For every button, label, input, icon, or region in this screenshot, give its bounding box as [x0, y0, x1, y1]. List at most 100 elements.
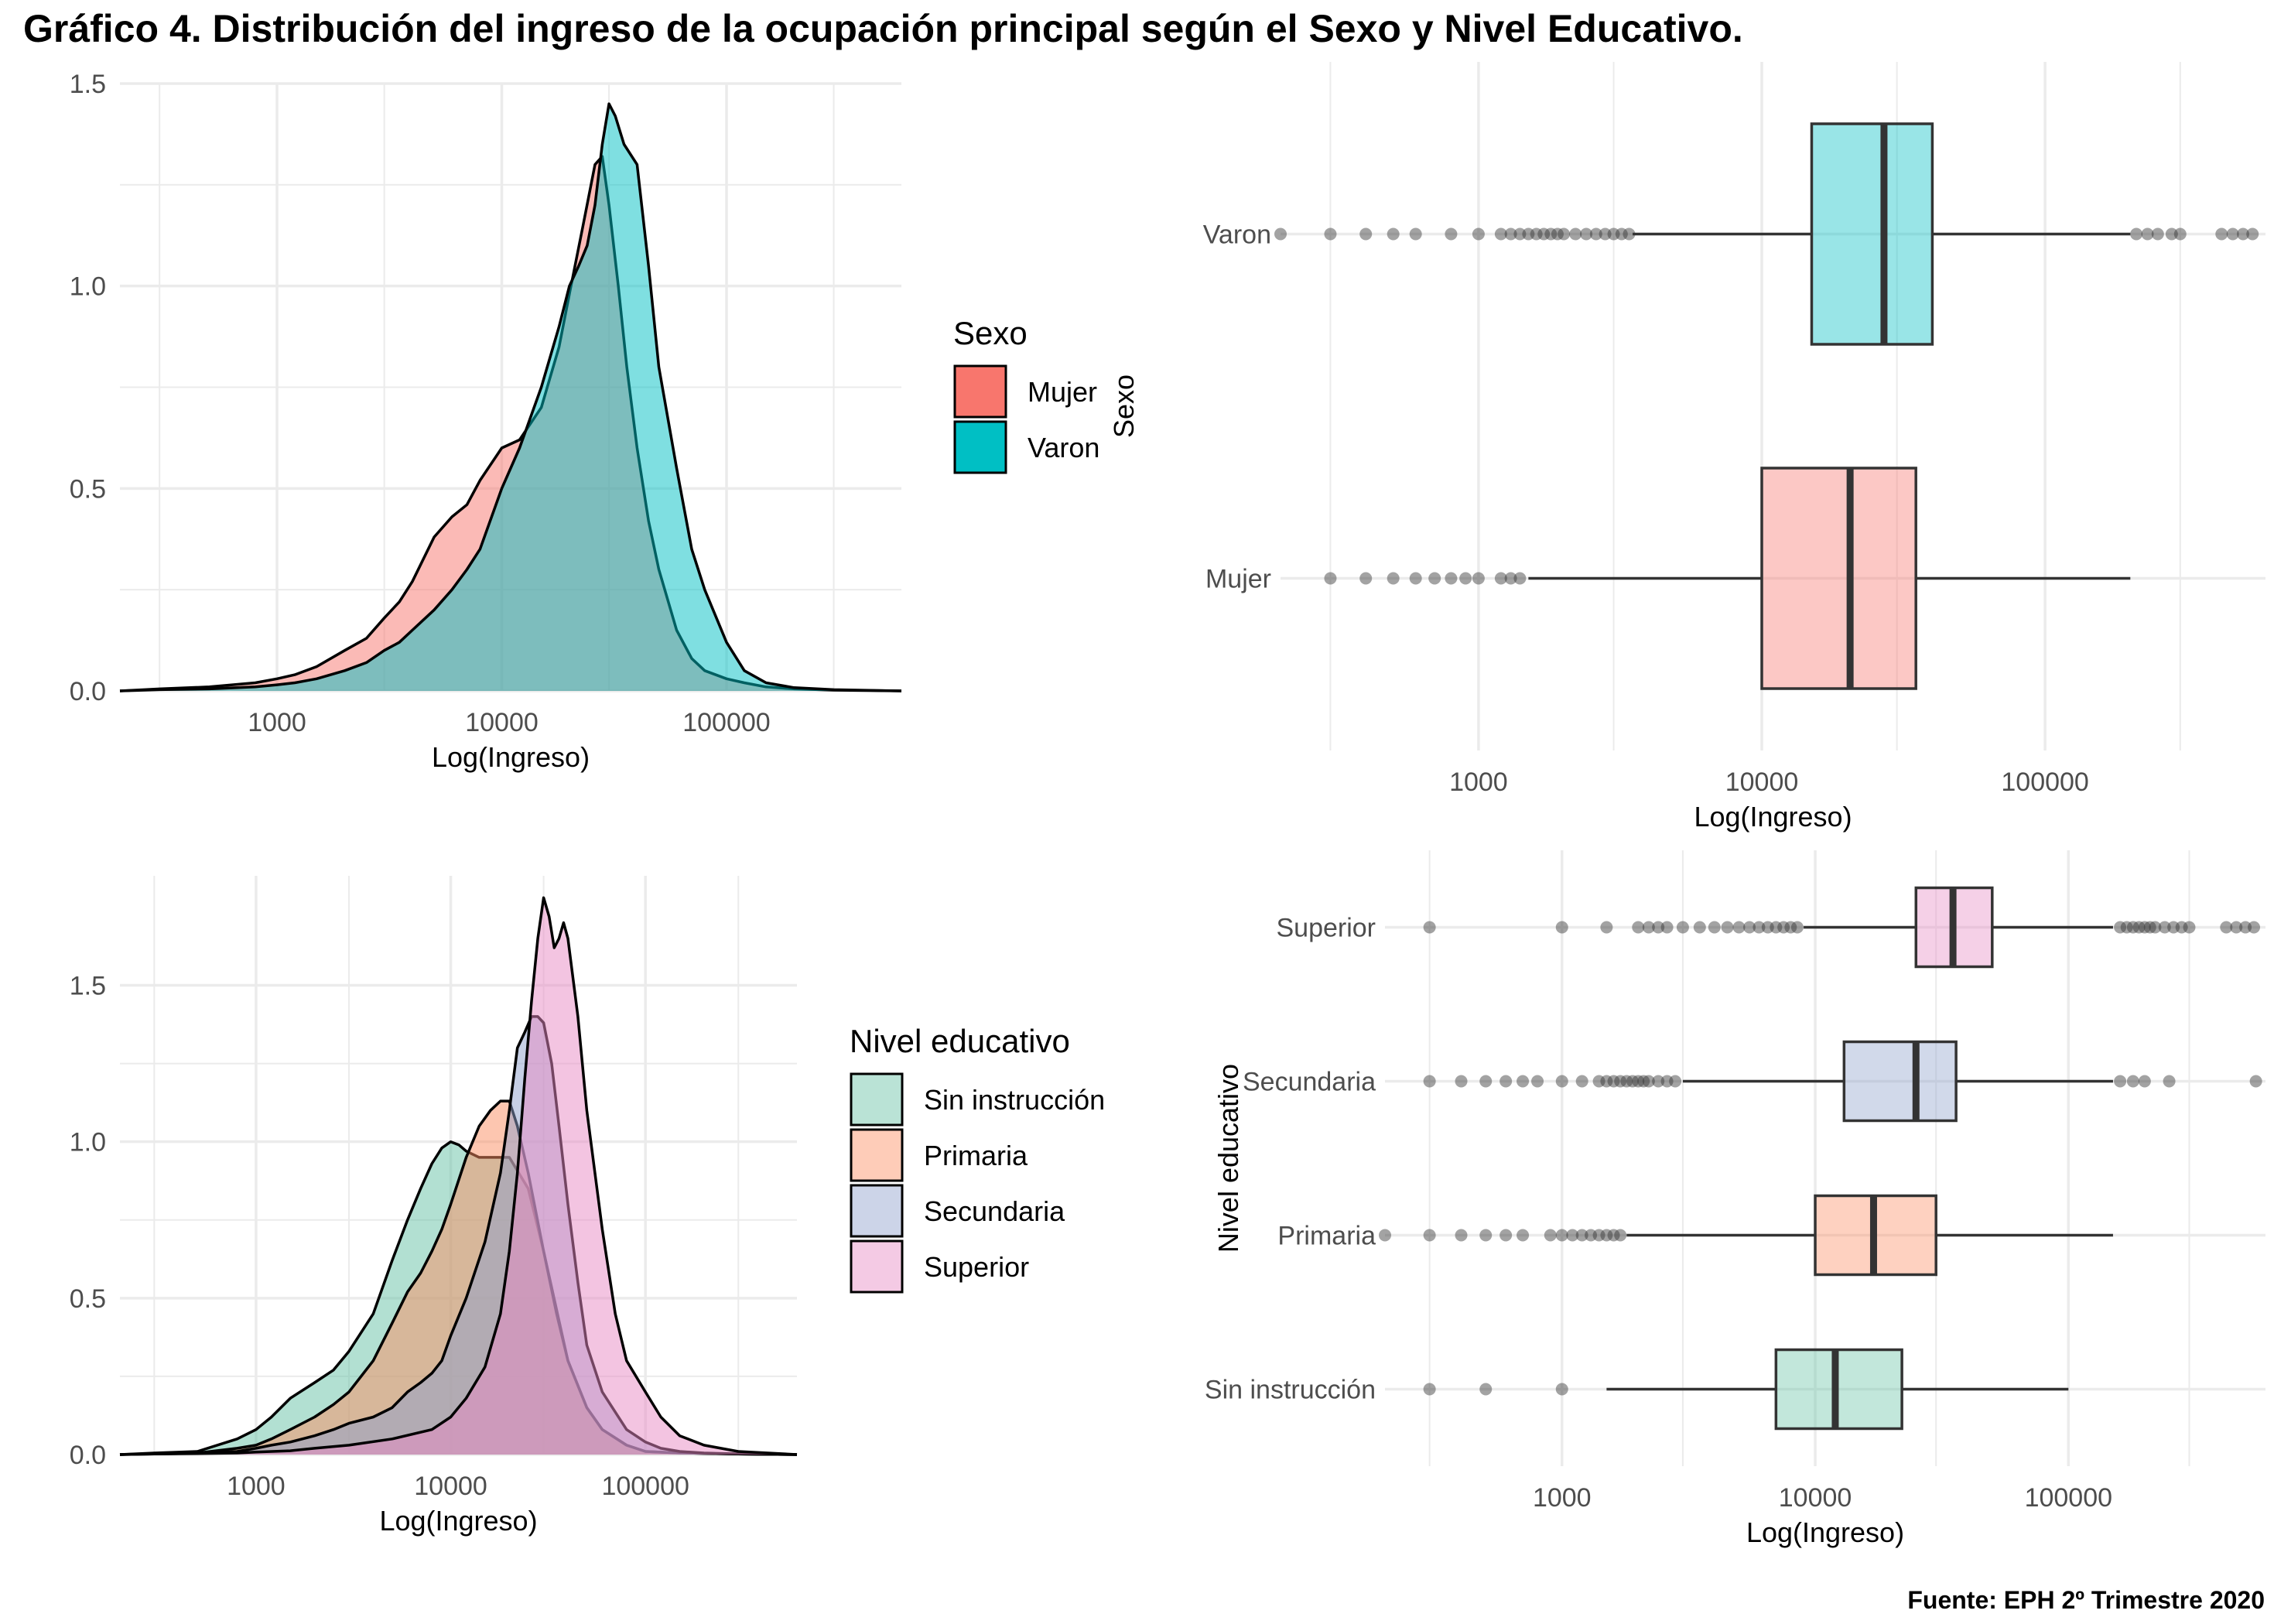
density-nivel-line-superior — [119, 896, 798, 1456]
boxplot-nivel-x-grid — [1428, 850, 2190, 1466]
boxplot-nivel-outlier — [1379, 1229, 1391, 1242]
boxplot-nivel-outlier — [1423, 1383, 1436, 1396]
density-nivel-y-tick-label: 1.0 — [70, 1128, 106, 1157]
boxplot-nivel-outlier — [1669, 1075, 1682, 1088]
boxplot-nivel-outlier — [1479, 1075, 1493, 1088]
boxplot-nivel-outlier — [1544, 1229, 1557, 1242]
boxplot-nivel-outlier — [2120, 921, 2133, 934]
boxplot-nivel-box-sin-instrucción — [1423, 1348, 2069, 1431]
boxplot-nivel-box-rect — [1774, 1348, 1903, 1431]
boxplot-sexo-x-axis-label: Log(Ingreso) — [1694, 801, 1852, 833]
boxplot-nivel-outlier — [1721, 921, 1734, 934]
boxplot-nivel-outlier — [1600, 1075, 1613, 1088]
boxplot-sexo-outlier — [2130, 227, 2143, 241]
boxplot-nivel-outlier — [1743, 921, 1756, 934]
boxplot-nivel-outlier — [2143, 921, 2156, 934]
boxplot-nivel-outlier — [1652, 921, 1665, 934]
boxplot-nivel-outlier — [1614, 1075, 1627, 1088]
boxplot-nivel-outlier — [2132, 921, 2146, 934]
density-nivel-legend-key — [850, 1072, 904, 1127]
boxplot-sexo-outlier — [2246, 227, 2259, 241]
boxplot-sexo-outlier — [1504, 227, 1517, 241]
boxplot-nivel-outlier — [2248, 921, 2261, 934]
boxplot-sexo-x-tick-label: 100000 — [2001, 768, 2088, 797]
boxplot-sexo-outlier — [1580, 227, 1593, 241]
density-sexo-x-tick-label: 1000 — [248, 708, 306, 737]
boxplot-nivel-outlier — [1585, 1229, 1598, 1242]
boxplot-nivel-outlier — [2230, 921, 2243, 934]
boxplot-nivel-outlier — [1423, 921, 1436, 934]
density-sexo-y-tick-label: 1.5 — [70, 70, 106, 99]
boxplot-sexo-outlier — [2215, 227, 2228, 241]
figure-title: Gráfico 4. Distribución del ingreso de l… — [23, 7, 1743, 50]
boxplot-nivel-outlier — [2114, 1075, 2127, 1088]
density-nivel-area-secundaria — [120, 1016, 797, 1455]
boxplot-sexo-outlier — [2151, 227, 2164, 241]
boxplot-nivel-x-tick-label: 100000 — [2025, 1483, 2112, 1513]
density-nivel-x-tick-label: 1000 — [227, 1472, 286, 1501]
boxplot-nivel-box-superior — [1423, 886, 2261, 969]
density-nivel-y-tick-label: 1.5 — [70, 972, 106, 1001]
boxplot-sexo-outlier — [1551, 227, 1564, 241]
boxplot-sexo-outlier — [1428, 572, 1441, 585]
boxplot-nivel-outlier — [1479, 1383, 1493, 1396]
boxplot-sexo-outlier — [1387, 572, 1400, 585]
boxplot-nivel-outlier — [1517, 1229, 1530, 1242]
boxplot-nivel-outlier — [1614, 1229, 1627, 1242]
boxplot-sexo-outlier — [1459, 572, 1472, 585]
boxplot-nivel-outlier — [1777, 921, 1790, 934]
boxplot-sexo-x-tick-label: 10000 — [1725, 768, 1799, 797]
boxplot-nivel-outlier — [1660, 921, 1674, 934]
boxplot-nivel-outlier — [2138, 921, 2151, 934]
boxplot-sexo-outlier — [1607, 227, 1620, 241]
boxplot-nivel-x-tick-label: 1000 — [1533, 1483, 1592, 1513]
boxplot-sexo-outlier — [1409, 572, 1422, 585]
boxplot-nivel-outlier — [1784, 921, 1797, 934]
boxplot-sexo-outlier — [1409, 227, 1422, 241]
boxplot-nivel-outlier — [1455, 1075, 1468, 1088]
density-nivel-y-tick-label: 0.0 — [70, 1441, 106, 1470]
boxplot-sexo-outlier — [1472, 227, 1485, 241]
boxplot-nivel-outlier — [1592, 1229, 1605, 1242]
density-sexo-legend-label: Varon — [1028, 432, 1099, 463]
boxplot-sexo-outlier — [1513, 572, 1527, 585]
boxplot-nivel-outlier — [2114, 921, 2127, 934]
boxplot-sexo-outlier — [1387, 227, 1400, 241]
boxplot-nivel-box-secundaria — [1423, 1040, 2262, 1123]
density-nivel-legend-key — [850, 1128, 904, 1182]
boxplot-nivel-outlier — [1575, 1229, 1588, 1242]
boxplot-nivel-outlier — [1555, 1229, 1568, 1242]
boxplot-nivel-outlier — [1642, 1075, 1655, 1088]
boxplot-sexo-y-axis-label: Sexo — [1108, 374, 1140, 438]
density-nivel-x-axis-label: Log(Ingreso) — [379, 1505, 537, 1537]
boxplot-sexo-outlier — [1522, 227, 1535, 241]
boxplot-sexo-y-tick-label: Mujer — [1205, 565, 1271, 594]
boxplot-nivel-box-rect — [1842, 1040, 1958, 1123]
boxplot-sexo-outlier — [1569, 227, 1582, 241]
boxplot-sexo-outlier — [1589, 227, 1602, 241]
boxplot-nivel-y-axis-label: Nivel educativo — [1212, 1064, 1244, 1253]
boxplot-nivel-outlier — [2126, 1075, 2139, 1088]
boxplot-sexo-outlier — [1615, 227, 1628, 241]
boxplot-sexo-outlier — [1472, 572, 1485, 585]
density-nivel-legend-title: Nivel educativo — [850, 1023, 1070, 1059]
boxplot-nivel-outlier — [1592, 1075, 1605, 1088]
boxplot-nivel-outlier — [1555, 1075, 1568, 1088]
boxplot-sexo-outlier — [2165, 227, 2178, 241]
boxplot-nivel-outlier — [1652, 1075, 1665, 1088]
boxplot-sexo-outlier — [1445, 572, 1458, 585]
boxplot-nivel-x-tick-label: 10000 — [1779, 1483, 1852, 1513]
boxplot-sexo-outlier — [1599, 227, 1612, 241]
boxplot-nivel-outlier — [1642, 921, 1655, 934]
density-sexo-y-tick-label: 0.5 — [70, 474, 106, 504]
boxplot-sexo-outlier — [1359, 572, 1373, 585]
boxplot-sexo-outlier — [1494, 227, 1507, 241]
density-sexo-x-tick-label: 100000 — [682, 708, 770, 737]
boxplot-nivel-outlier — [2138, 1075, 2151, 1088]
figure-caption: Fuente: EPH 2º Trimestre 2020 — [1907, 1586, 2265, 1614]
density-nivel-legend-key — [850, 1239, 904, 1294]
density-nivel-legend: Nivel educativo Sin instrucción Primaria Se… — [850, 1023, 1105, 1294]
boxplot-nivel-outlier — [1770, 921, 1783, 934]
